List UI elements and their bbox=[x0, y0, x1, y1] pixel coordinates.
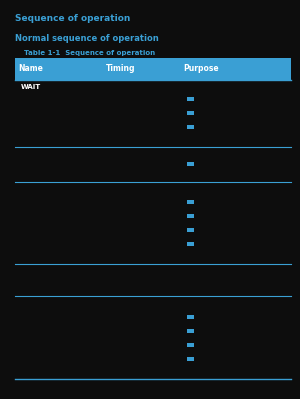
Bar bbox=[187, 315, 194, 319]
Text: WAIT: WAIT bbox=[21, 84, 41, 90]
Text: Purpose: Purpose bbox=[184, 64, 219, 73]
Bar bbox=[187, 228, 194, 232]
Bar bbox=[187, 329, 194, 333]
Text: Normal sequence of operation: Normal sequence of operation bbox=[15, 34, 159, 43]
Bar bbox=[187, 214, 194, 218]
Text: Name: Name bbox=[18, 64, 43, 73]
Bar bbox=[187, 97, 194, 101]
Bar bbox=[187, 125, 194, 129]
Bar bbox=[187, 200, 194, 204]
Bar bbox=[187, 357, 194, 361]
Text: Timing: Timing bbox=[106, 64, 136, 73]
Bar bbox=[187, 162, 194, 166]
Bar bbox=[187, 343, 194, 347]
Text: Table 1-1  Sequence of operation: Table 1-1 Sequence of operation bbox=[24, 50, 155, 56]
Bar bbox=[15, 58, 291, 80]
Bar bbox=[187, 242, 194, 246]
Text: Sequence of operation: Sequence of operation bbox=[15, 14, 130, 23]
Bar bbox=[187, 111, 194, 115]
